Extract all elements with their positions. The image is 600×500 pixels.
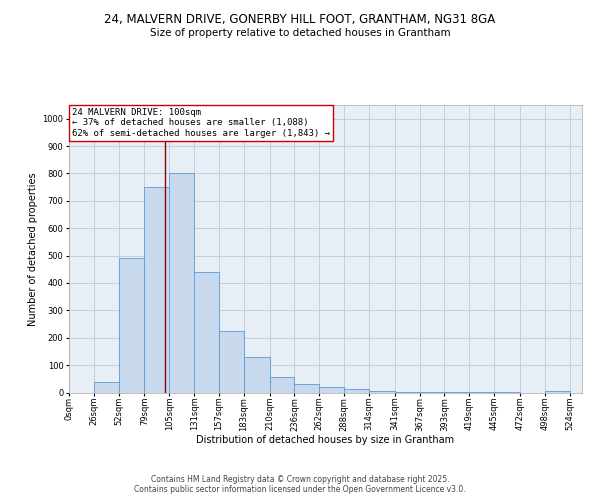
- Text: Size of property relative to detached houses in Grantham: Size of property relative to detached ho…: [149, 28, 451, 38]
- Bar: [319, 387, 344, 392]
- Bar: [145, 187, 169, 392]
- Bar: [269, 378, 295, 392]
- Bar: [94, 382, 119, 392]
- Bar: [369, 391, 395, 392]
- Bar: [219, 331, 244, 392]
- Text: 24, MALVERN DRIVE, GONERBY HILL FOOT, GRANTHAM, NG31 8GA: 24, MALVERN DRIVE, GONERBY HILL FOOT, GR…: [104, 12, 496, 26]
- Text: 24 MALVERN DRIVE: 100sqm
← 37% of detached houses are smaller (1,088)
62% of sem: 24 MALVERN DRIVE: 100sqm ← 37% of detach…: [72, 108, 330, 138]
- Bar: [119, 258, 145, 392]
- Bar: [344, 389, 369, 392]
- Bar: [545, 391, 569, 392]
- Y-axis label: Number of detached properties: Number of detached properties: [28, 172, 38, 326]
- Bar: [244, 357, 269, 392]
- Text: Contains HM Land Registry data © Crown copyright and database right 2025.
Contai: Contains HM Land Registry data © Crown c…: [134, 474, 466, 494]
- Bar: [169, 174, 194, 392]
- Bar: [295, 384, 319, 392]
- X-axis label: Distribution of detached houses by size in Grantham: Distribution of detached houses by size …: [196, 435, 455, 445]
- Bar: [194, 272, 219, 392]
